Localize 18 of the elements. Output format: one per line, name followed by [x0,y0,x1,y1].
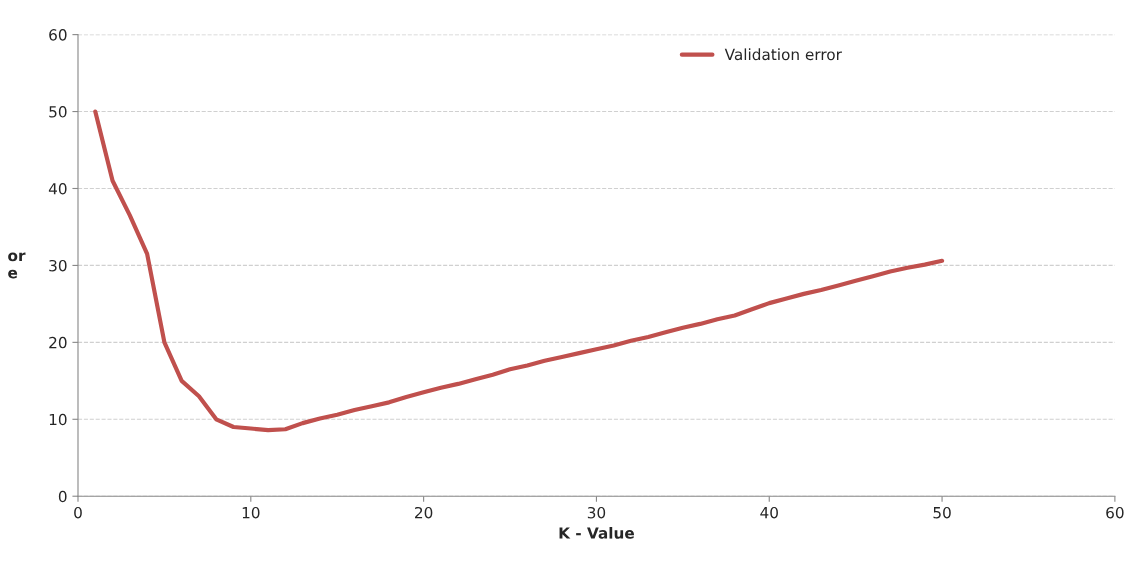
x-axis-title: K - Value [559,526,634,539]
x-tick-label: 30 [587,506,606,519]
x-tick-label: 40 [760,506,778,519]
y-tick-label: 50 [49,106,67,118]
x-tick-label: 10 [242,506,260,519]
y-tick-label: 30 [49,259,67,272]
y-tick-label: 60 [49,29,67,41]
y-tick-label: 20 [49,336,67,349]
x-tick-label: 50 [933,506,951,519]
line-series [93,109,945,433]
y-axis-title: or e [8,252,26,279]
x-tick-label: 20 [415,506,433,519]
x-tick-label: 0 [74,506,82,519]
y-tick-label: 0 [58,490,67,503]
legend-label: Validation error [724,48,842,61]
y-tick-label: 10 [49,413,67,426]
y-tick-label: 40 [48,182,67,195]
x-tick-label: 60 [1106,506,1124,519]
